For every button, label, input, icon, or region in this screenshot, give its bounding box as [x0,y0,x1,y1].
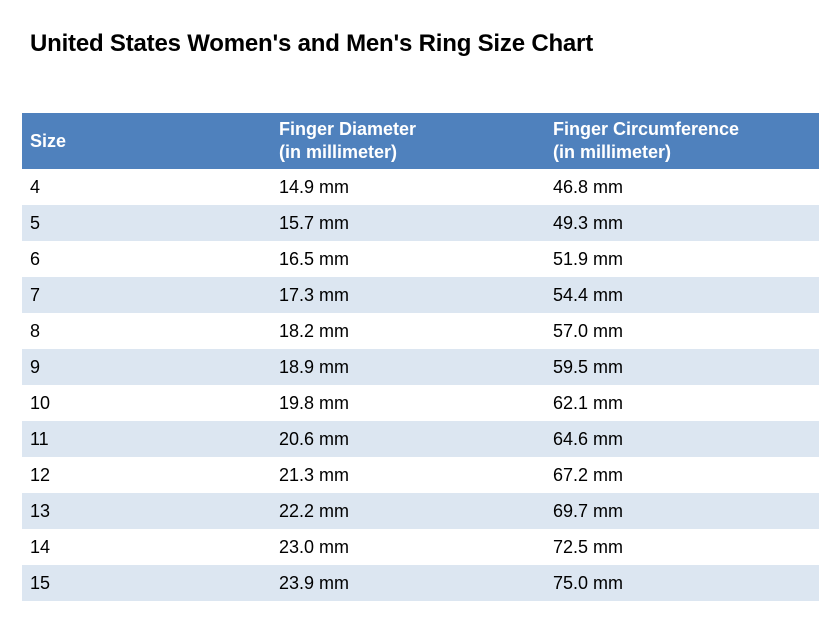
cell-size: 8 [30,320,41,341]
cell-diameter: 23.9 mm [271,565,545,601]
table-row: 6 16.5 mm 51.9 mm [22,241,819,277]
cell-size: 14 [30,536,51,557]
cell-circumference: 75.0 mm [545,565,819,601]
cell-circumference: 62.1 mm [553,392,624,413]
cell-size: 15 [22,565,271,601]
cell-circumference: 46.8 mm [553,176,624,197]
cell-diameter: 17.3 mm [271,277,545,313]
cell-circumference: 57.0 mm [553,320,624,341]
cell-circumference: 67.2 mm [553,464,624,485]
header-diameter-line1: Finger Diameter [279,119,417,139]
cell-diameter: 19.8 mm [279,392,350,413]
table-row: 10 19.8 mm 62.1 mm [22,385,819,421]
table-row: 9 18.9 mm 59.5 mm [22,349,819,385]
cell-size: 11 [22,421,271,457]
cell-circumference: 54.4 mm [545,277,819,313]
cell-circumference: 64.6 mm [545,421,819,457]
cell-diameter: 18.9 mm [271,349,545,385]
header-diameter: Finger Diameter (in millimeter) [271,113,545,169]
cell-diameter: 18.2 mm [279,320,350,341]
cell-diameter: 16.5 mm [279,248,350,269]
cell-circumference: 49.3 mm [545,205,819,241]
cell-size: 9 [22,349,271,385]
table-row: 13 22.2 mm 69.7 mm [22,493,819,529]
cell-size: 10 [30,392,51,413]
cell-diameter: 14.9 mm [279,176,350,197]
cell-circumference: 72.5 mm [553,536,624,557]
cell-circumference: 59.5 mm [545,349,819,385]
cell-size: 5 [22,205,271,241]
table-row: 11 20.6 mm 64.6 mm [22,421,819,457]
cell-diameter: 20.6 mm [271,421,545,457]
table-row: 14 23.0 mm 72.5 mm [22,529,819,565]
table-row: 7 17.3 mm 54.4 mm [22,277,819,313]
table-row: 15 23.9 mm 75.0 mm [22,565,819,601]
cell-circumference: 69.7 mm [545,493,819,529]
header-circumference-line2: (in millimeter) [553,142,672,162]
table-row: 4 14.9 mm 46.8 mm [22,169,819,205]
cell-size: 7 [22,277,271,313]
cell-size: 13 [22,493,271,529]
header-diameter-line2: (in millimeter) [279,142,398,162]
ring-size-table: Size Finger Diameter (in millimeter) Fing… [22,113,819,601]
cell-diameter: 22.2 mm [271,493,545,529]
table-row: 12 21.3 mm 67.2 mm [22,457,819,493]
cell-diameter: 15.7 mm [271,205,545,241]
table-row: 8 18.2 mm 57.0 mm [22,313,819,349]
cell-size: 12 [30,464,51,485]
header-size-label: Size [30,130,67,151]
cell-diameter: 21.3 mm [279,464,350,485]
header-circumference: Finger Circumference (in millimeter) [545,113,819,169]
header-size: Size [22,113,271,169]
cell-size: 6 [30,248,41,269]
cell-circumference: 51.9 mm [553,248,624,269]
table-row: 5 15.7 mm 49.3 mm [22,205,819,241]
cell-size: 4 [30,176,41,197]
table-header-row: Size Finger Diameter (in millimeter) Fing… [22,113,819,169]
page-title: United States Women's and Men's Ring Siz… [30,30,593,57]
cell-diameter: 23.0 mm [279,536,350,557]
header-circumference-line1: Finger Circumference [553,119,740,139]
